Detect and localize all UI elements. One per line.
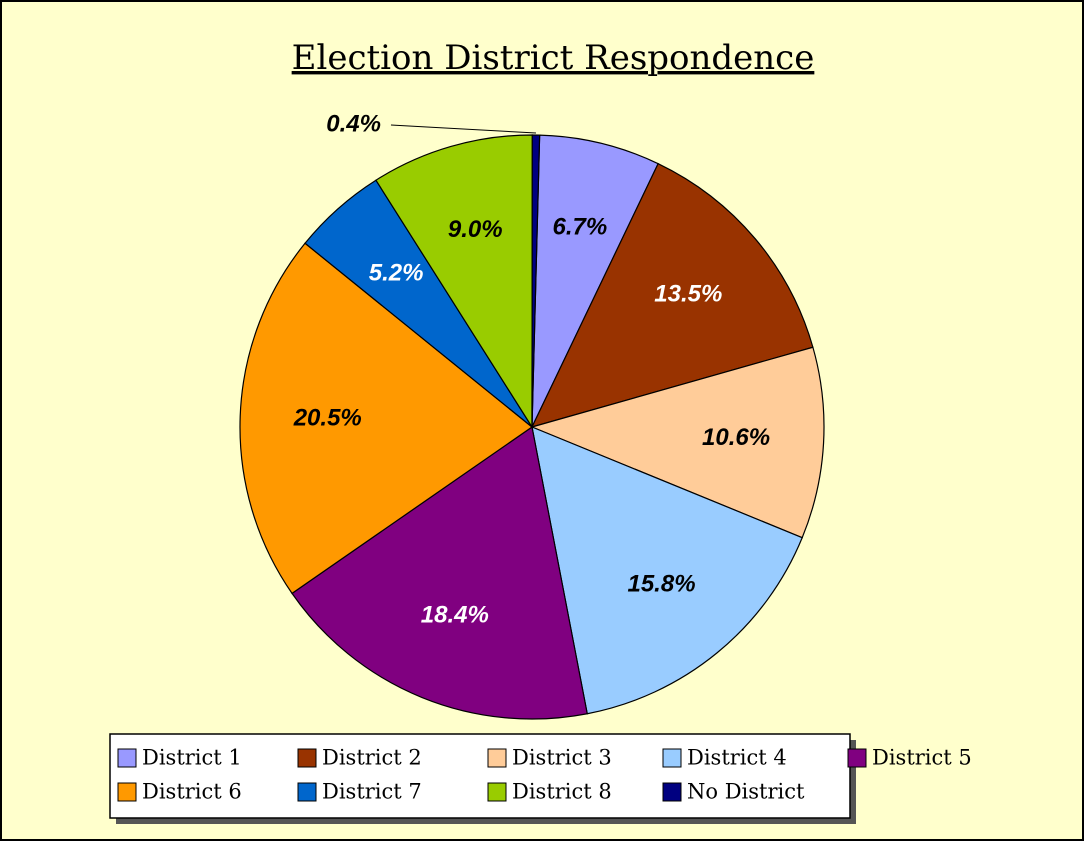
pie-slice xyxy=(531,426,804,715)
pie-slice xyxy=(531,134,541,428)
pie-slice xyxy=(291,425,588,720)
pie-slice xyxy=(530,346,825,539)
legend-swatch xyxy=(117,748,137,768)
legend xyxy=(109,733,851,819)
data-label: 9.0% xyxy=(448,216,503,243)
legend-label: District 3 xyxy=(512,746,612,770)
data-label: 5.2% xyxy=(369,260,424,287)
legend-label: District 7 xyxy=(322,780,422,804)
leader-line xyxy=(390,124,537,134)
legend-label: District 6 xyxy=(142,780,242,804)
legend-swatch xyxy=(487,782,507,802)
pie-slice xyxy=(530,162,814,428)
legend-swatch xyxy=(297,782,317,802)
legend-swatch xyxy=(487,748,507,768)
legend-label: District 5 xyxy=(872,746,972,770)
legend-label: District 1 xyxy=(142,746,242,770)
legend-swatch xyxy=(662,782,682,802)
data-label: 15.8% xyxy=(627,570,695,597)
legend-label: District 2 xyxy=(322,746,422,770)
legend-label: District 4 xyxy=(687,746,787,770)
legend-swatch xyxy=(117,782,137,802)
data-label: 0.4% xyxy=(326,110,381,137)
data-label: 20.5% xyxy=(293,405,362,432)
data-label: 18.4% xyxy=(421,602,489,629)
data-label: 10.6% xyxy=(702,424,770,451)
legend-swatch xyxy=(847,748,867,768)
legend-label: No District xyxy=(687,780,805,804)
legend-swatch xyxy=(297,748,317,768)
legend-label: District 8 xyxy=(512,780,612,804)
data-label: 6.7% xyxy=(553,214,608,241)
pie-slice xyxy=(375,134,533,430)
pie-slice xyxy=(239,242,533,595)
chart-title: Election District Respondence xyxy=(292,38,815,78)
legend-swatch xyxy=(662,748,682,768)
pie-slice xyxy=(531,134,659,428)
data-label: 13.5% xyxy=(654,281,722,308)
